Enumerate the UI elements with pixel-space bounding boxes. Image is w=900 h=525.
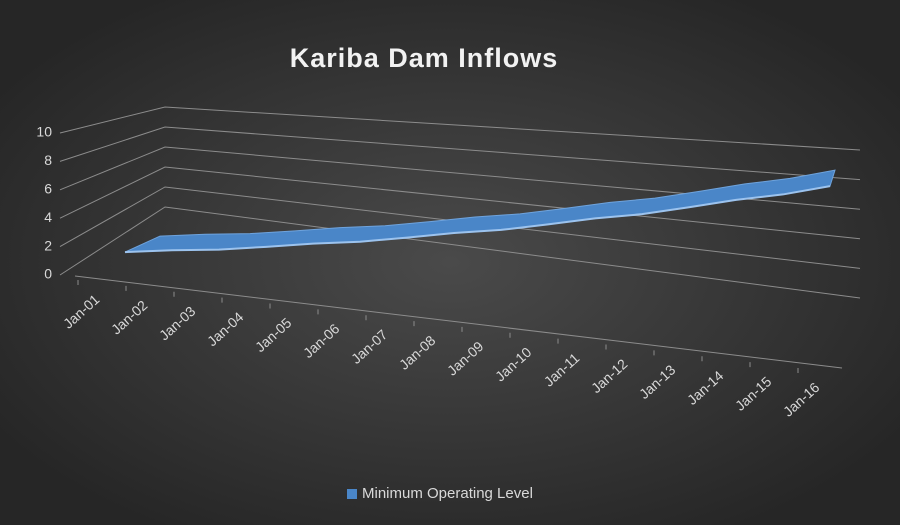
- y-tick-label: 6: [44, 181, 52, 197]
- legend-swatch: [347, 489, 357, 499]
- legend-label: Minimum Operating Level: [362, 485, 533, 502]
- grid-line: [59, 106, 861, 151]
- y-tick-label: 4: [44, 209, 52, 225]
- y-tick-label: 10: [36, 124, 52, 140]
- grid-line: [59, 126, 861, 181]
- y-tick-label: 8: [44, 152, 52, 168]
- ribbon-edge: [124, 185, 831, 254]
- grid-line: [59, 206, 861, 299]
- y-tick-label: 0: [44, 266, 52, 282]
- grid-line: [59, 146, 861, 210]
- grid-line: [59, 186, 861, 269]
- y-tick-label: 2: [44, 237, 52, 253]
- chart-title: Kariba Dam Inflows: [290, 43, 559, 73]
- x-axis: [74, 275, 843, 369]
